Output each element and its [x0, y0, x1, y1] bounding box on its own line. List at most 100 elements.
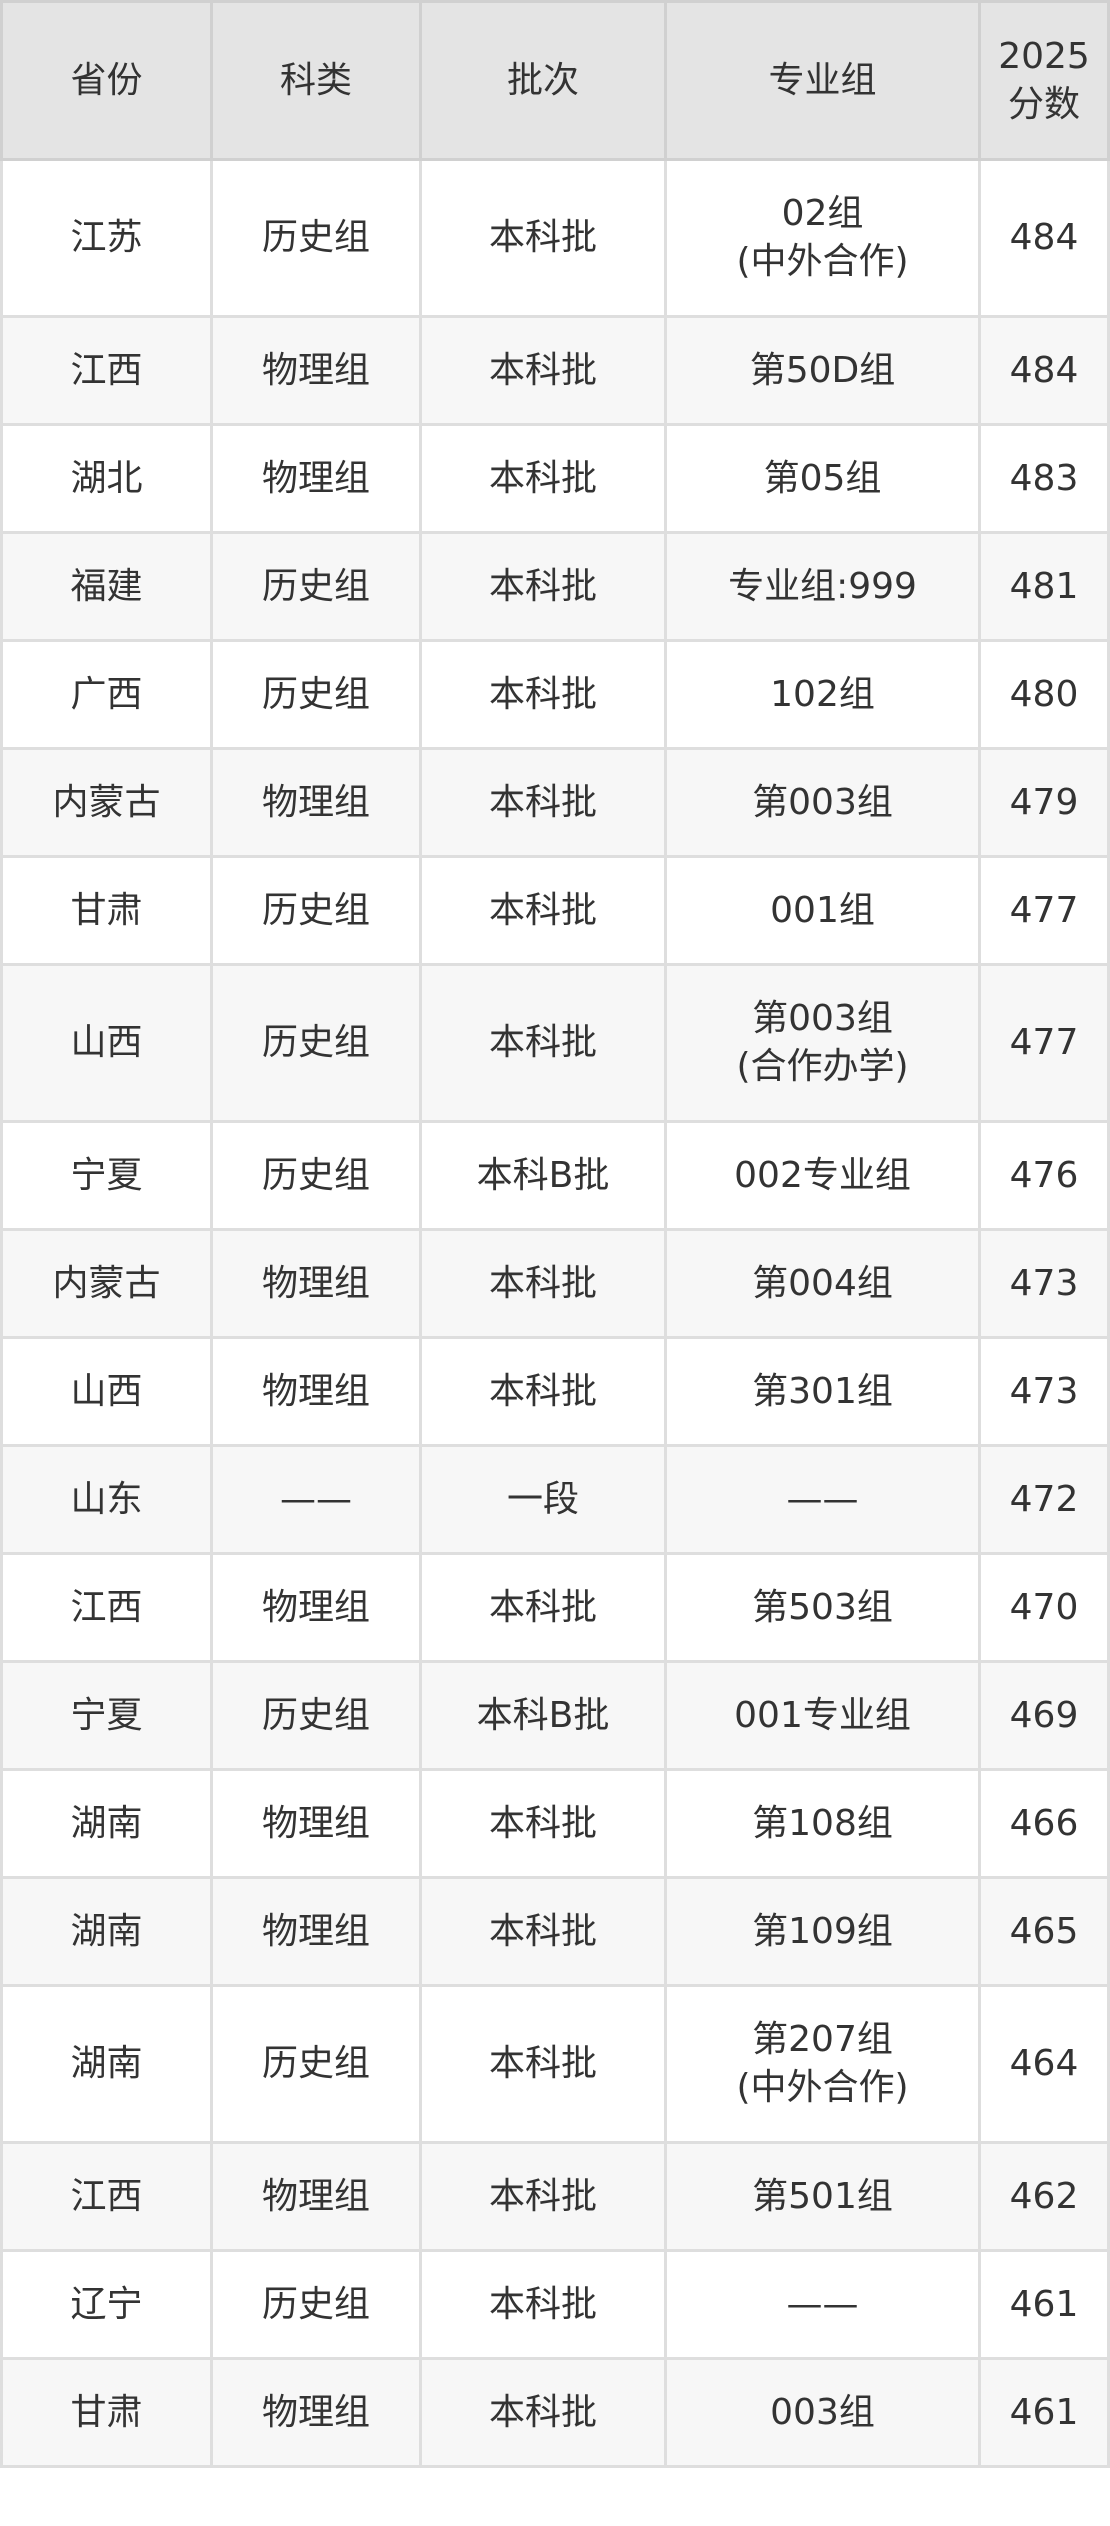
score-text: 484: [1009, 217, 1079, 258]
cell-subject: 历史组: [210, 1660, 422, 1771]
score-text: 473: [1009, 1262, 1079, 1304]
subject-text: 物理组: [261, 2391, 370, 2433]
header-row: 省份 科类 批次 专业组 2025 分数: [0, 0, 1110, 161]
cell-score: 461: [978, 2357, 1110, 2468]
cell-province: 山西: [0, 1336, 213, 1447]
cell-score: 484: [978, 315, 1110, 426]
score-text: 465: [1009, 1910, 1079, 1952]
table-row: 江西 物理组 本科批 第501组 462: [0, 2141, 1110, 2252]
province-text: 福建: [70, 565, 143, 607]
major-group-text: 002专业组: [734, 1154, 911, 1196]
cell-major-group: 专业组:999: [664, 531, 981, 642]
score-text: 484: [1009, 349, 1079, 391]
subject-text: 历史组: [261, 889, 370, 931]
table-row: 福建 历史组 本科批 专业组:999 481: [0, 531, 1110, 642]
subject-text: 历史组: [261, 1694, 370, 1736]
subject-text: 历史组: [261, 2043, 370, 2084]
batch-text: 本科批: [488, 1370, 597, 1412]
header-province: 省份: [0, 0, 213, 161]
batch-text: 本科批: [488, 349, 597, 391]
cell-major-group: 003组: [664, 2357, 981, 2468]
table-row: 内蒙古 物理组 本科批 第004组 473: [0, 1228, 1110, 1339]
cell-major-group: ——: [664, 2249, 981, 2360]
cell-major-group: 002专业组: [664, 1120, 981, 1231]
table-row: 广西 历史组 本科批 102组 480: [0, 639, 1110, 750]
cell-batch: 本科批: [419, 963, 667, 1123]
province-text: 内蒙古: [52, 1262, 161, 1304]
table-row: 湖南 历史组 本科批 第207组 (中外合作) 464: [0, 1984, 1110, 2144]
table-row: 山西 历史组 本科批 第003组 (合作办学) 477: [0, 963, 1110, 1123]
subject-text: 历史组: [261, 1154, 370, 1196]
province-text: 广西: [70, 673, 143, 715]
cell-major-group: 第003组 (合作办学): [664, 963, 981, 1123]
province-text: 宁夏: [70, 1694, 143, 1736]
cell-province: 广西: [0, 639, 213, 750]
cell-subject: 物理组: [210, 315, 422, 426]
cell-province: 江西: [0, 1552, 213, 1663]
header-score-label: 分数: [1007, 83, 1080, 125]
table-row: 宁夏 历史组 本科B批 002专业组 476: [0, 1120, 1110, 1231]
cell-subject: 物理组: [210, 747, 422, 858]
cell-batch: 一段: [419, 1444, 667, 1555]
cell-batch: 本科批: [419, 1984, 667, 2144]
province-text: 山东: [70, 1478, 143, 1520]
score-text: 480: [1009, 673, 1079, 715]
cell-major-group: 第05组: [664, 423, 981, 534]
cell-subject: 历史组: [210, 158, 422, 318]
cell-subject: 物理组: [210, 2357, 422, 2468]
cell-score: 484: [978, 158, 1110, 318]
cell-score: 473: [978, 1228, 1110, 1339]
cell-batch: 本科B批: [419, 1660, 667, 1771]
province-text: 山西: [70, 1022, 143, 1063]
cell-score: 473: [978, 1336, 1110, 1447]
header-major-group: 专业组: [664, 0, 981, 161]
province-text: 湖南: [70, 1910, 143, 1952]
cell-score: 470: [978, 1552, 1110, 1663]
cell-batch: 本科批: [419, 2249, 667, 2360]
province-text: 湖北: [70, 457, 143, 499]
subject-text: 历史组: [261, 217, 370, 258]
score-text: 469: [1009, 1694, 1079, 1736]
cell-province: 山西: [0, 963, 213, 1123]
cell-major-group: ——: [664, 1444, 981, 1555]
cell-subject: 历史组: [210, 1120, 422, 1231]
cell-province: 内蒙古: [0, 747, 213, 858]
header-score: 2025 分数: [978, 0, 1110, 161]
cell-score: 462: [978, 2141, 1110, 2252]
cell-subject: 物理组: [210, 1768, 422, 1879]
batch-text: 本科批: [488, 1586, 597, 1628]
major-group-text: 第003组: [752, 781, 893, 823]
cell-province: 湖南: [0, 1768, 213, 1879]
province-text: 湖南: [70, 2043, 143, 2084]
batch-text: 本科B批: [476, 1694, 610, 1736]
province-text: 甘肃: [70, 2391, 143, 2433]
cell-major-group: 第207组 (中外合作): [664, 1984, 981, 2144]
major-group-text: 102组: [770, 673, 875, 715]
province-text: 江苏: [70, 217, 143, 258]
subject-text: 物理组: [261, 349, 370, 391]
cell-batch: 本科批: [419, 1552, 667, 1663]
batch-text: 本科批: [488, 1262, 597, 1304]
cell-major-group: 第109组: [664, 1876, 981, 1987]
cell-subject: 历史组: [210, 2249, 422, 2360]
major-group-text: ——: [786, 1478, 859, 1520]
score-text: 473: [1009, 1370, 1079, 1412]
subject-text: 物理组: [261, 1262, 370, 1304]
major-group-text: 第501组: [752, 2175, 893, 2217]
cell-major-group: 第503组: [664, 1552, 981, 1663]
cell-batch: 本科批: [419, 1228, 667, 1339]
province-text: 山西: [70, 1370, 143, 1412]
cell-major-group: 第108组: [664, 1768, 981, 1879]
province-text: 辽宁: [70, 2283, 143, 2325]
province-text: 江西: [70, 2175, 143, 2217]
cell-subject: 历史组: [210, 1984, 422, 2144]
major-group-text: 第301组: [752, 1370, 893, 1412]
province-text: 江西: [70, 349, 143, 391]
cell-province: 江苏: [0, 158, 213, 318]
subject-text: 物理组: [261, 1370, 370, 1412]
major-group-text: 第004组: [752, 1262, 893, 1304]
score-text: 483: [1009, 457, 1079, 499]
major-group-text: 001组: [770, 889, 875, 931]
cell-province: 山东: [0, 1444, 213, 1555]
cell-subject: 物理组: [210, 2141, 422, 2252]
